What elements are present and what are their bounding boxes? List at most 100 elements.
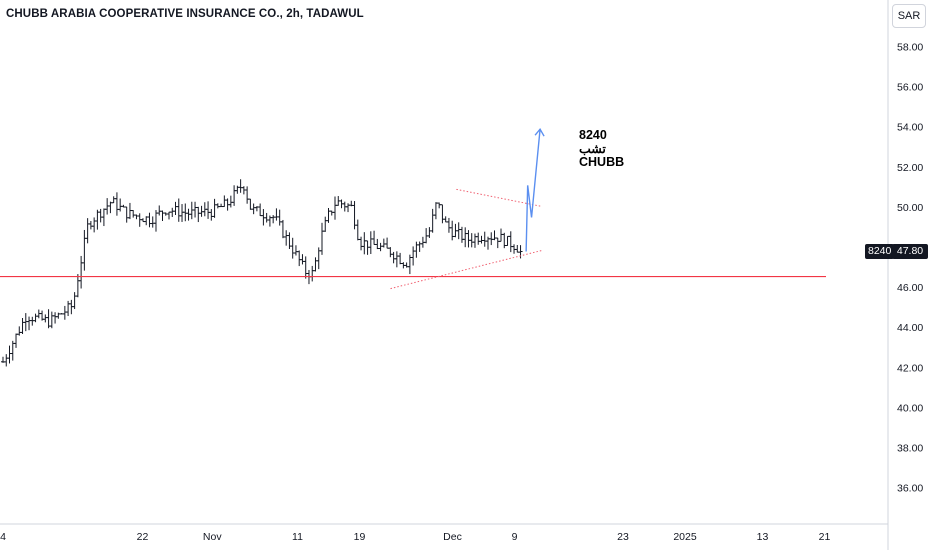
ohlc-bar: [245, 186, 250, 204]
ohlc-bar: [85, 218, 90, 244]
x-tick-label: Dec: [443, 531, 462, 543]
ohlc-bar: [362, 232, 367, 255]
ohlc-bar: [365, 240, 370, 255]
ohlc-bar: [82, 229, 87, 271]
ohlc-bar: [313, 257, 318, 272]
ohlc-bar: [499, 228, 504, 242]
ohlc-bar: [228, 195, 233, 208]
currency-button[interactable]: SAR: [892, 4, 926, 28]
ohlc-bar: [469, 233, 474, 248]
ohlc-bar: [303, 256, 308, 279]
ohlc-bar: [101, 208, 106, 227]
x-tick-label: Nov: [203, 531, 222, 543]
ohlc-bar: [391, 251, 396, 264]
y-tick-label: 56.00: [897, 82, 923, 94]
annotation-line-code: 8240: [579, 128, 607, 142]
ohlc-bar: [284, 230, 289, 246]
y-tick-label: 50.00: [897, 202, 923, 214]
ohlc-bar: [437, 202, 442, 209]
ohlc-bar: [124, 206, 129, 223]
ohlc-bar: [248, 198, 253, 210]
ohlc-bar: [114, 192, 119, 216]
ohlc-bar: [27, 316, 32, 331]
ohlc-bar: [290, 237, 295, 259]
ohlc-bar: [446, 217, 451, 233]
ohlc-bar: [476, 232, 481, 245]
ohlc-bar: [173, 201, 178, 215]
ohlc-bar: [72, 292, 77, 310]
ohlc-bar: [95, 209, 100, 230]
ohlc-bar: [440, 204, 445, 224]
ohlc-bar: [4, 354, 9, 367]
ohlc-bar: [463, 227, 468, 248]
ohlc-bar: [310, 265, 315, 282]
chart-annotation: 8240 تشب CHUBB: [579, 128, 625, 170]
ohlc-bar: [49, 311, 54, 329]
ohlc-bar: [118, 198, 123, 212]
ohlc-bar: [414, 241, 419, 258]
ohlc-bar: [398, 252, 403, 265]
ohlc-bar: [417, 241, 422, 252]
ohlc-bar: [20, 317, 25, 335]
ohlc-bar: [43, 314, 48, 323]
ohlc-bar: [359, 236, 364, 251]
ohlc-bar: [131, 210, 136, 218]
ohlc-bar: [466, 230, 471, 248]
ohlc-bar: [258, 203, 263, 217]
ohlc-bar: [495, 237, 500, 249]
ohlc-bar: [206, 201, 211, 219]
ohlc-bar: [46, 309, 51, 329]
ohlc-bar: [372, 230, 377, 245]
ohlc-bar: [92, 217, 97, 233]
ohlc-bar: [157, 205, 162, 216]
ohlc-bar: [160, 210, 165, 222]
ohlc-bar: [75, 274, 80, 298]
ohlc-bar: [134, 214, 139, 220]
ohlc-bar: [251, 203, 256, 215]
y-tick-label: 58.00: [897, 42, 923, 54]
ohlc-bar: [482, 231, 487, 247]
ohlc-bar: [53, 312, 58, 324]
ohlc-bar: [215, 203, 220, 209]
ohlc-bar: [378, 242, 383, 252]
ohlc-bar: [274, 208, 279, 221]
ohlc-bar: [17, 326, 22, 336]
ohlc-bar: [505, 235, 510, 247]
ohlc-bar: [264, 212, 269, 223]
x-tick-label: 13: [757, 531, 769, 543]
annotation-line-arabic: تشب: [579, 141, 606, 156]
ohlc-bar: [79, 255, 84, 289]
y-tick-label: 40.00: [897, 402, 923, 414]
ohlc-bars: [1, 179, 523, 367]
ohlc-bar: [280, 219, 285, 239]
ohlc-bar: [297, 250, 302, 267]
y-tick-label: 44.00: [897, 322, 923, 334]
ohlc-bar: [62, 305, 67, 320]
ohlc-bar: [167, 211, 172, 220]
x-tick-label: 2025: [673, 531, 697, 543]
ohlc-bar: [176, 198, 181, 222]
chart-drawings: [0, 127, 826, 290]
ohlc-bar: [98, 208, 103, 223]
ohlc-bar: [222, 195, 227, 208]
ohlc-bar: [433, 202, 438, 220]
projection-arrowhead: [534, 127, 545, 137]
ohlc-bar: [479, 235, 484, 244]
triangle-lower-line: [390, 250, 542, 290]
ohlc-bar: [261, 209, 266, 226]
ohlc-bar: [333, 196, 338, 220]
ohlc-bar: [508, 231, 513, 253]
chart-title: CHUBB ARABIA COOPERATIVE INSURANCE CO., …: [6, 8, 364, 20]
annotation-line-ticker: CHUBB: [579, 155, 625, 169]
ohlc-bar: [459, 226, 464, 243]
ohlc-bar: [323, 216, 328, 232]
ohlc-bar: [355, 219, 360, 241]
price-tag-value: 47.80: [892, 244, 928, 259]
price-tag-symbol: 8240: [865, 244, 895, 259]
y-tick-label: 46.00: [897, 282, 923, 294]
y-tick-label: 36.00: [897, 483, 923, 495]
x-tick-label: 9: [512, 531, 518, 543]
ohlc-bar: [329, 210, 334, 216]
